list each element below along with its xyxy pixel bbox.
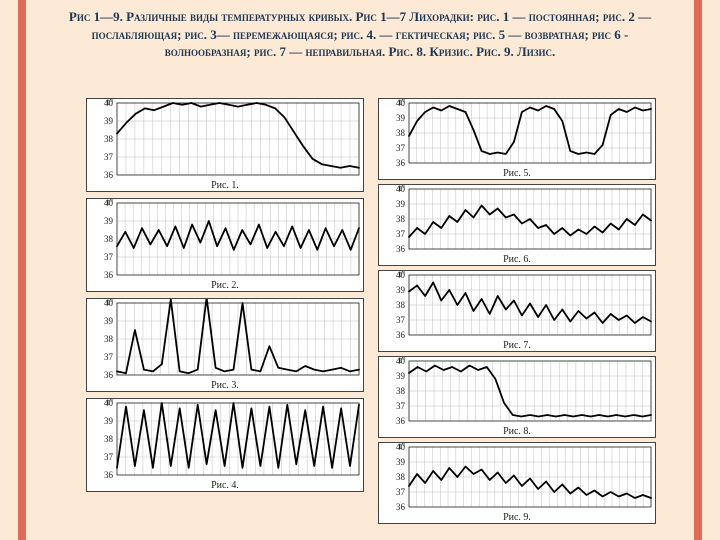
- svg-text:t°: t°: [399, 271, 406, 279]
- svg-text:36: 36: [104, 370, 114, 380]
- svg-text:38: 38: [104, 234, 114, 244]
- svg-text:Рис. 4.: Рис. 4.: [211, 480, 239, 491]
- chart-panel-1: 3637383940t°Рис. 1.: [86, 98, 364, 192]
- svg-text:t°: t°: [399, 357, 406, 365]
- svg-text:t°: t°: [399, 185, 406, 193]
- svg-text:37: 37: [396, 229, 406, 239]
- chart-panel-5: 3637383940t°Рис. 5.: [378, 98, 656, 180]
- svg-text:37: 37: [396, 315, 406, 325]
- svg-text:Рис. 2.: Рис. 2.: [211, 280, 239, 291]
- svg-text:39: 39: [396, 285, 406, 295]
- chart-panel-7: 3637383940t°Рис. 7.: [378, 270, 656, 352]
- svg-text:37: 37: [396, 487, 406, 497]
- chart-panel-6: 3637383940t°Рис. 6.: [378, 184, 656, 266]
- chart-panel-3: 3637383940t°Рис. 3.: [86, 298, 364, 392]
- svg-text:t°: t°: [107, 399, 114, 407]
- svg-text:37: 37: [104, 352, 114, 362]
- svg-text:39: 39: [104, 216, 114, 226]
- svg-text:36: 36: [104, 170, 114, 180]
- svg-text:t°: t°: [107, 99, 114, 107]
- svg-text:38: 38: [396, 472, 406, 482]
- svg-text:Рис. 6.: Рис. 6.: [503, 254, 531, 265]
- svg-text:t°: t°: [399, 443, 406, 451]
- svg-text:36: 36: [396, 502, 406, 512]
- svg-text:Рис. 5.: Рис. 5.: [503, 168, 531, 179]
- page-title: Рис 1—9. Различные виды температурных кр…: [0, 0, 720, 65]
- svg-text:Рис. 3.: Рис. 3.: [211, 380, 239, 391]
- svg-text:38: 38: [396, 300, 406, 310]
- svg-text:38: 38: [396, 214, 406, 224]
- svg-text:36: 36: [396, 158, 406, 168]
- svg-text:t°: t°: [107, 299, 114, 307]
- svg-text:36: 36: [104, 270, 114, 280]
- svg-text:36: 36: [396, 330, 406, 340]
- svg-text:Рис. 7.: Рис. 7.: [503, 340, 531, 351]
- svg-text:39: 39: [104, 316, 114, 326]
- chart-panel-8: 3637383940t°Рис. 8.: [378, 356, 656, 438]
- svg-text:39: 39: [396, 113, 406, 123]
- svg-text:37: 37: [104, 252, 114, 262]
- svg-text:38: 38: [104, 134, 114, 144]
- svg-text:39: 39: [396, 199, 406, 209]
- svg-text:37: 37: [104, 152, 114, 162]
- svg-text:37: 37: [104, 452, 114, 462]
- svg-text:t°: t°: [399, 99, 406, 107]
- svg-text:36: 36: [396, 416, 406, 426]
- svg-text:38: 38: [104, 334, 114, 344]
- chart-panel-4: 3637383940t°Рис. 4.: [86, 398, 364, 492]
- svg-text:39: 39: [396, 457, 406, 467]
- svg-text:39: 39: [396, 371, 406, 381]
- svg-text:39: 39: [104, 116, 114, 126]
- svg-text:36: 36: [104, 470, 114, 480]
- chart-panel-2: 3637383940t°Рис. 2.: [86, 198, 364, 292]
- svg-text:37: 37: [396, 401, 406, 411]
- svg-text:Рис. 8.: Рис. 8.: [503, 426, 531, 437]
- svg-text:Рис. 1.: Рис. 1.: [211, 180, 239, 191]
- svg-text:Рис. 9.: Рис. 9.: [503, 512, 531, 523]
- svg-text:t°: t°: [107, 199, 114, 207]
- svg-text:38: 38: [396, 386, 406, 396]
- chart-panel-9: 3637383940t°Рис. 9.: [378, 442, 656, 524]
- svg-text:38: 38: [104, 434, 114, 444]
- svg-text:38: 38: [396, 128, 406, 138]
- svg-text:36: 36: [396, 244, 406, 254]
- svg-text:39: 39: [104, 416, 114, 426]
- svg-text:37: 37: [396, 143, 406, 153]
